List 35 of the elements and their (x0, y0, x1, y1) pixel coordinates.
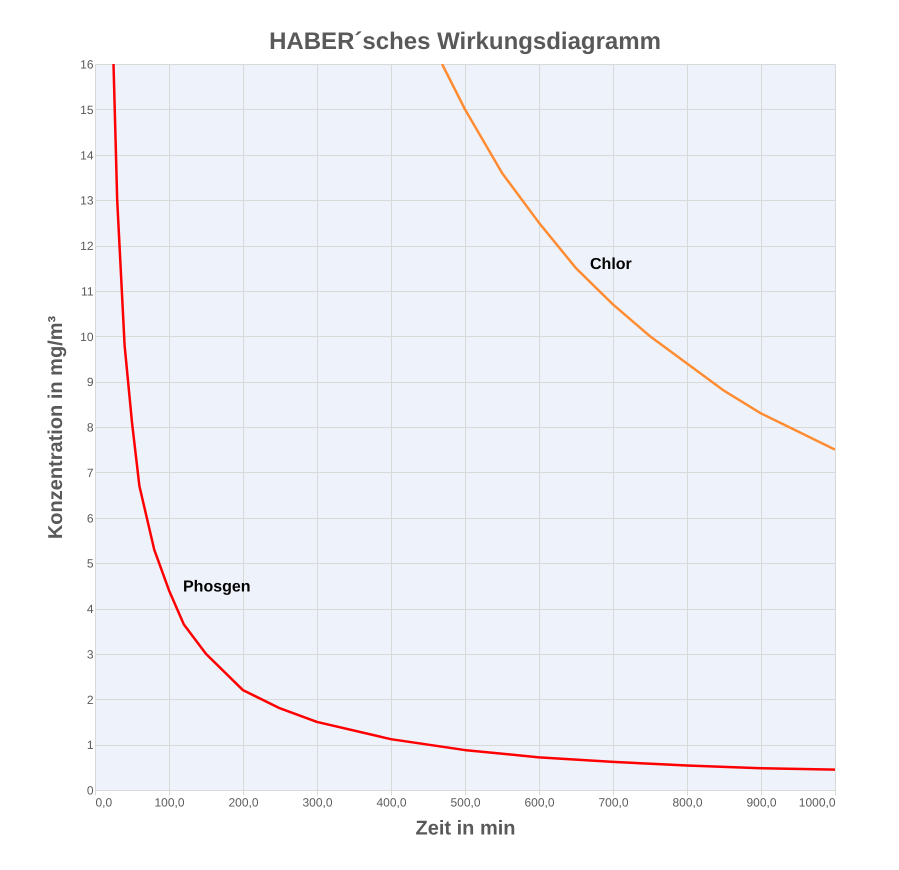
y-tick-label: 15 (80, 102, 94, 117)
y-tick-label: 4 (86, 602, 94, 616)
y-tick-label: 6 (86, 511, 94, 526)
y-tick-label: 11 (81, 284, 94, 298)
y-tick-label: 12 (80, 239, 94, 253)
x-tick-label: 1000,0 (798, 796, 836, 810)
x-tick-label: 100,0 (154, 796, 185, 810)
y-tick-label: 3 (86, 647, 94, 662)
series-label: Chlor (590, 256, 632, 274)
series-label: Phosgen (183, 578, 251, 596)
y-tick-label: 0 (86, 784, 94, 798)
y-tick-label: 8 (86, 420, 94, 434)
x-tick-label: 200,0 (228, 796, 259, 810)
line-series (112, 64, 835, 771)
y-tick-label: 1 (86, 738, 94, 752)
y-axis-title: Konzentration in mg/m³ (45, 316, 68, 540)
line-series (440, 64, 835, 451)
x-tick-label: 300,0 (302, 796, 333, 810)
y-tick-label: 9 (86, 375, 94, 390)
x-tick-label: 700,0 (598, 796, 629, 810)
x-tick-label: 800,0 (672, 796, 703, 810)
y-tick-label: 16 (80, 58, 94, 72)
y-tick-label: 5 (86, 556, 94, 571)
x-tick-label: 600,0 (524, 796, 555, 810)
y-tick-label: 14 (80, 148, 94, 162)
x-tick-label: 0,0 (96, 796, 113, 810)
y-tick-label: 7 (86, 466, 94, 480)
y-tick-label: 2 (86, 692, 94, 707)
x-tick-label: 500,0 (450, 796, 481, 810)
y-tick-label: 10 (80, 330, 94, 344)
y-tick-label: 13 (80, 194, 94, 208)
chart-title: HABER´sches Wirkungsdiagramm (269, 28, 661, 55)
x-axis-title: Zeit in min (416, 818, 516, 840)
x-tick-label: 900,0 (746, 796, 777, 810)
x-tick-label: 400,0 (376, 796, 407, 810)
